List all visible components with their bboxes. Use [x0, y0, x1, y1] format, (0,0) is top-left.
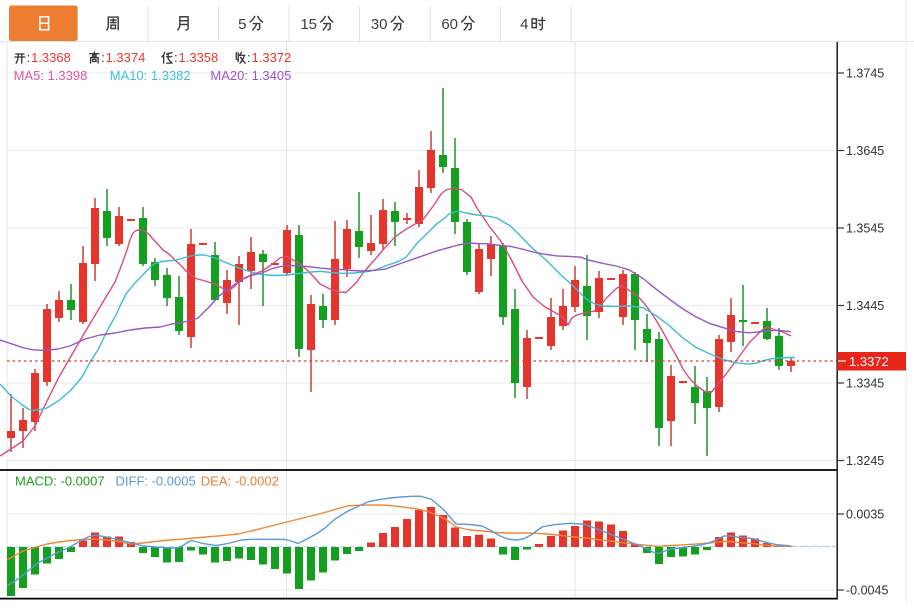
svg-text::: :	[247, 50, 251, 65]
svg-text:1.3245: 1.3245	[846, 454, 884, 468]
svg-text:1.3372: 1.3372	[252, 50, 292, 65]
svg-text:MA5: 1.3398: MA5: 1.3398	[14, 68, 88, 83]
svg-text::: :	[174, 50, 178, 65]
svg-text::: :	[27, 50, 31, 65]
svg-text:1.3645: 1.3645	[846, 144, 884, 158]
svg-text:60: 60	[441, 16, 458, 33]
svg-text:0.0035: 0.0035	[846, 508, 884, 522]
svg-text:MA10: 1.3382: MA10: 1.3382	[110, 68, 191, 83]
svg-text:1.3372: 1.3372	[849, 354, 889, 369]
svg-text:15: 15	[300, 16, 317, 33]
svg-text:5: 5	[238, 16, 246, 33]
svg-text:MACD: -0.0007: MACD: -0.0007	[15, 474, 105, 489]
svg-text:1.3368: 1.3368	[31, 50, 71, 65]
svg-text:4: 4	[520, 16, 528, 33]
svg-text:DIFF: -0.0005: DIFF: -0.0005	[116, 474, 196, 489]
svg-text:30: 30	[371, 16, 388, 33]
svg-text::: :	[101, 50, 105, 65]
svg-text:1.3445: 1.3445	[846, 299, 884, 313]
svg-text:1.3345: 1.3345	[846, 377, 884, 391]
svg-text:DEA: -0.0002: DEA: -0.0002	[201, 474, 279, 489]
svg-text:MA20: 1.3405: MA20: 1.3405	[210, 68, 291, 83]
svg-text:1.3545: 1.3545	[846, 222, 884, 236]
svg-text:-0.0045: -0.0045	[846, 584, 888, 598]
svg-text:1.3374: 1.3374	[106, 50, 146, 65]
svg-text:1.3745: 1.3745	[846, 67, 884, 81]
svg-text:1.3358: 1.3358	[179, 50, 219, 65]
